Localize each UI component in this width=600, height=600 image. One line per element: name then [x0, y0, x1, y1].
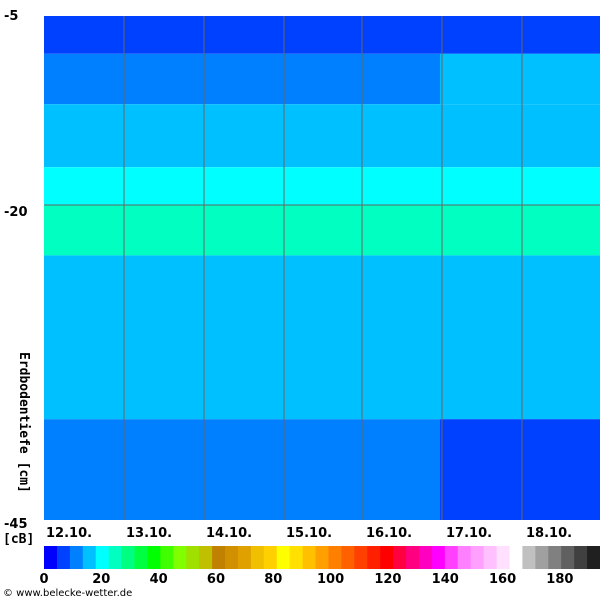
x-tick-labels: 12.10. 13.10. 14.10. 15.10. 16.10. 17.10. 18.1… [46, 526, 572, 541]
colorbar [44, 546, 600, 569]
colorbar-swatch [496, 546, 510, 569]
colorbar-swatch [263, 546, 278, 569]
colorbar-swatch [574, 546, 588, 569]
y-tick-label: -20 [4, 205, 28, 220]
copyright-credit: © www.belecke-wetter.de [3, 588, 132, 599]
heatmap-band-1-after [440, 53, 600, 105]
colorbar-tick-label: 20 [92, 572, 110, 587]
colorbar-swatch [160, 546, 174, 569]
colorbar-swatch [548, 546, 562, 569]
x-tick-label: 14.10. [206, 526, 252, 541]
x-tick-label: 15.10. [286, 526, 332, 541]
grid-lines [44, 16, 600, 520]
colorbar-swatch [44, 546, 58, 569]
colorbar-swatch [587, 546, 600, 569]
colorbar-tick-label: 180 [546, 572, 573, 587]
colorbar-swatch [199, 546, 213, 569]
x-tick-label: 16.10. [366, 526, 412, 541]
heatmap-band-1-before [44, 53, 440, 105]
colorbar-tick-label: 140 [432, 572, 459, 587]
heatmap-band-5-before [44, 255, 440, 420]
y-tick-labels: -5 -20 -45 [4, 9, 28, 532]
colorbar-swatch [212, 546, 226, 569]
colorbar-tick-label: 40 [150, 572, 168, 587]
colorbar-swatch [302, 546, 317, 569]
heatmap-plot-area [44, 16, 600, 520]
colorbar-swatch [134, 546, 148, 569]
y-tick-label: -45 [4, 517, 28, 532]
colorbar-swatch [470, 546, 485, 569]
colorbar-swatch [108, 546, 123, 569]
colorbar-swatch [418, 546, 433, 569]
colorbar-swatch [315, 546, 329, 569]
colorbar-swatch [121, 546, 136, 569]
x-tick-label: 17.10. [446, 526, 492, 541]
colorbar-swatch [483, 546, 498, 569]
colorbar-swatch [173, 546, 187, 569]
colorbar-swatch [225, 546, 239, 569]
heatmap-band-3-after [440, 167, 600, 205]
heatmap-band-4-before [44, 205, 440, 256]
colorbar-tick-label: 120 [374, 572, 401, 587]
colorbar-swatch [393, 546, 407, 569]
y-axis-label: Erdbodentiefe [cm] [16, 352, 31, 493]
colorbar-swatch [509, 546, 523, 569]
heatmap-band-4-after [440, 205, 600, 256]
colorbar-swatch [95, 546, 110, 569]
colorbar-swatch [561, 546, 575, 569]
heatmap-band-6-after [440, 419, 600, 520]
x-tick-label: 13.10. [126, 526, 172, 541]
heatmap-band-0-after [440, 16, 600, 54]
colorbar-swatch [380, 546, 394, 569]
x-tick-label: 12.10. [46, 526, 92, 541]
colorbar-swatch [328, 546, 342, 569]
colorbar-tick-label: 0 [39, 572, 48, 587]
colorbar-swatch [535, 546, 549, 569]
colorbar-tick-label: 160 [489, 572, 516, 587]
colorbar-tick-label: 60 [207, 572, 225, 587]
heatmap-band-3-before [44, 167, 440, 205]
colorbar-tick-label: 80 [264, 572, 282, 587]
heatmap-band-6-before [44, 419, 440, 520]
colorbar-swatch [522, 546, 536, 569]
colorbar-swatch [250, 546, 265, 569]
colorbar-swatch [354, 546, 368, 569]
colorbar-swatch [444, 546, 459, 569]
colorbar-swatch [457, 546, 472, 569]
x-tick-label: 18.10. [526, 526, 572, 541]
colorbar-unit-label: [cB] [3, 532, 34, 547]
colorbar-swatch [406, 546, 420, 569]
colorbar-swatch [341, 546, 355, 569]
heatmap-band-2-before [44, 104, 440, 168]
colorbar-swatch [431, 546, 446, 569]
colorbar-swatch [237, 546, 252, 569]
colorbar-swatch [82, 546, 97, 569]
colorbar-swatch [367, 546, 381, 569]
colorbar-swatch [69, 546, 84, 569]
heatmap-band-5-after [440, 255, 600, 420]
colorbar-swatch [289, 546, 304, 569]
colorbar-tick-label: 100 [317, 572, 344, 587]
colorbar-swatch [186, 546, 200, 569]
colorbar-swatch [56, 546, 71, 569]
heatmap-band-2-after [440, 104, 600, 168]
colorbar-tick-labels: 0 20 40 60 80 100 120 140 160 180 [39, 572, 573, 587]
heatmap-band-0-before [44, 16, 440, 54]
colorbar-swatch [147, 546, 161, 569]
y-tick-label: -5 [4, 9, 18, 24]
colorbar-swatch [276, 546, 291, 569]
